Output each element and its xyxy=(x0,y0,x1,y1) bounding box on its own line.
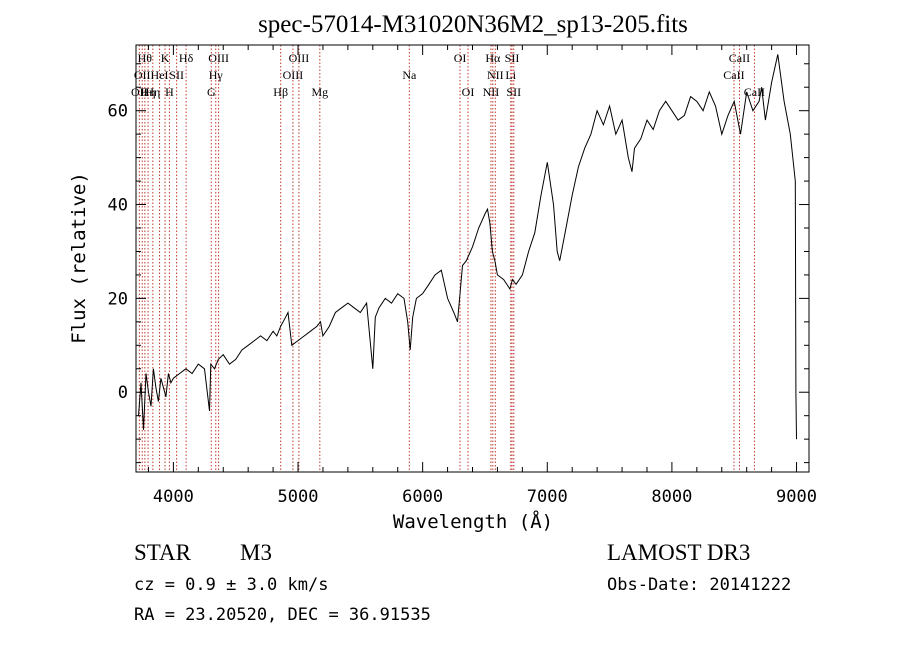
series-group xyxy=(138,54,797,440)
line-marker-label: K xyxy=(161,51,170,65)
plot-frame xyxy=(135,44,810,473)
line-marker-label: OIII xyxy=(289,51,310,65)
x-tick-label: 4000 xyxy=(153,487,194,507)
y-tick-label: 20 xyxy=(108,289,128,309)
line-marker-label: SII xyxy=(505,51,520,65)
line-marker-label: SII xyxy=(169,68,184,82)
object-subclass: M3 xyxy=(240,540,272,565)
y-tick-label: 0 xyxy=(118,383,128,403)
line-marker-label: OII xyxy=(134,68,151,82)
line-marker-label: OIII xyxy=(283,68,304,82)
series-line-flux xyxy=(138,54,797,440)
line-marker-label: Hη xyxy=(145,85,160,99)
y-axis-label: Flux (relative) xyxy=(68,172,90,344)
line-marker-label: Hγ xyxy=(209,68,224,82)
observation-date: Obs-Date: 20141222 xyxy=(607,575,791,595)
line-marker-label: NII xyxy=(483,85,500,99)
x-tick-label: 7000 xyxy=(527,487,568,507)
line-marker-label: Hα xyxy=(485,51,501,65)
redshift-cz: cz = 0.9 ± 3.0 km/s xyxy=(134,575,328,595)
x-tick-label: 6000 xyxy=(402,487,443,507)
x-axis-label: Wavelength (Å) xyxy=(393,510,553,533)
line-marker-label: OI xyxy=(454,51,467,65)
y-tick-label: 40 xyxy=(108,196,128,216)
line-marker-label: Hβ xyxy=(273,85,288,99)
line-marker-label: Hη xyxy=(141,85,156,99)
x-ticks: 4000 5000 6000 7000 8000 9000 xyxy=(147,45,817,507)
survey-name: LAMOST DR3 xyxy=(607,540,750,565)
line-marker-label: OI xyxy=(462,85,475,99)
line-marker-label: G xyxy=(207,85,216,99)
chart-title: spec-57014-M31020N36M2_sp13-205.fits xyxy=(258,11,688,38)
line-marker-label: HeI xyxy=(151,68,169,82)
object-class: STAR xyxy=(134,540,192,565)
x-tick-label: 9000 xyxy=(776,487,817,507)
x-tick-label: 8000 xyxy=(651,487,692,507)
line-marker-label: CaII xyxy=(729,51,750,65)
line-marker-label: Na xyxy=(402,68,417,82)
line-marker-label: H xyxy=(165,85,174,99)
line-marker-label: CaII xyxy=(723,68,744,82)
line-markers xyxy=(138,45,755,472)
line-marker-label: OII xyxy=(131,85,148,99)
line-marker-label: SII xyxy=(506,85,521,99)
line-marker-label: Hδ xyxy=(179,51,194,65)
ra-dec: RA = 23.20520, DEC = 36.91535 xyxy=(134,605,431,625)
line-marker-label: OIII xyxy=(208,51,229,65)
line-marker-label: NII xyxy=(487,68,504,82)
line-marker-label: Hθ xyxy=(138,51,153,65)
x-tick-label: 5000 xyxy=(278,487,319,507)
y-ticks: 0 20 40 60 xyxy=(108,63,809,464)
line-marker-label: Mg xyxy=(311,85,328,99)
y-tick-label: 60 xyxy=(108,102,128,122)
line-marker-label: Li xyxy=(505,68,516,82)
